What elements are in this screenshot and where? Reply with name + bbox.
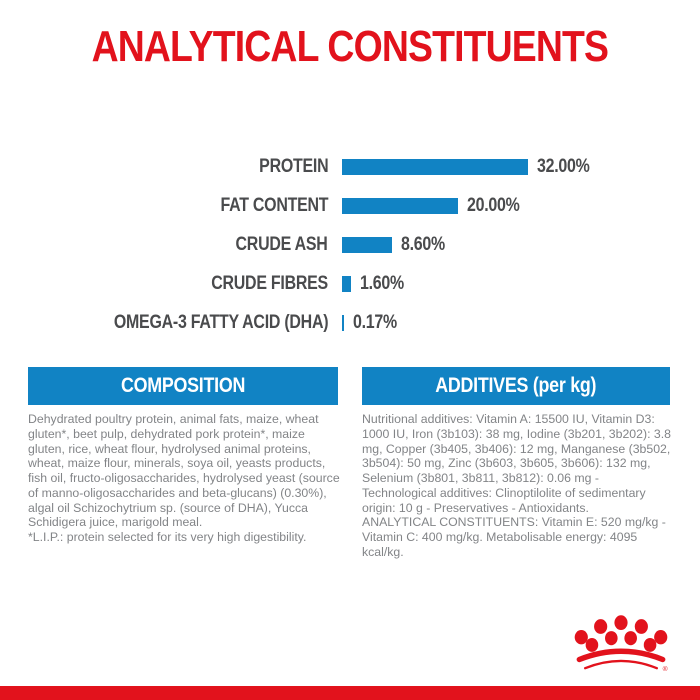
royal-canin-crown-icon: ® bbox=[572, 612, 670, 674]
chart-row: CRUDE FIBRES 1.60% bbox=[0, 273, 700, 294]
additives-header: ADDITIVES (per kg) bbox=[362, 367, 670, 405]
registered-trademark-icon: ® bbox=[663, 665, 668, 673]
analytical-constituents-bar-chart: PROTEIN 32.00% FAT CONTENT 20.00% CRUDE ASH 8… bbox=[0, 156, 700, 351]
chart-row: OMEGA-3 FATTY ACID (DHA) 0.17% bbox=[0, 312, 700, 333]
chart-category-label: CRUDE FIBRES bbox=[211, 272, 328, 294]
chart-row: FAT CONTENT 20.00% bbox=[0, 195, 700, 216]
chart-category-label: FAT CONTENT bbox=[220, 194, 328, 216]
chart-value-label: 8.60% bbox=[401, 233, 445, 255]
chart-value-label: 1.60% bbox=[360, 272, 404, 294]
chart-bar bbox=[342, 197, 458, 214]
composition-footnote: *L.I.P.: protein selected for its very h… bbox=[28, 530, 307, 544]
composition-text: Dehydrated poultry protein, animal fats,… bbox=[28, 412, 342, 545]
chart-bar bbox=[342, 158, 528, 175]
composition-header: COMPOSITION bbox=[28, 367, 338, 405]
additives-text: Nutritional additives: Vitamin A: 15500 … bbox=[362, 412, 674, 560]
chart-value-label: 20.00% bbox=[467, 194, 520, 216]
chart-value-label: 0.17% bbox=[353, 311, 397, 333]
chart-row: CRUDE ASH 8.60% bbox=[0, 234, 700, 255]
page-title: ANALYTICAL CONSTITUENTS bbox=[91, 22, 609, 71]
additives-body: Nutritional additives: Vitamin A: 15500 … bbox=[362, 412, 671, 515]
chart-category-label: OMEGA-3 FATTY ACID (DHA) bbox=[113, 311, 329, 333]
chart-bar bbox=[342, 275, 351, 292]
chart-row: PROTEIN 32.00% bbox=[0, 156, 700, 177]
composition-body: Dehydrated poultry protein, animal fats,… bbox=[28, 412, 340, 530]
chart-category-label: PROTEIN bbox=[258, 155, 328, 177]
bottom-red-bar bbox=[0, 686, 700, 700]
chart-value-label: 32.00% bbox=[537, 155, 590, 177]
additives-analytical: ANALYTICAL CONSTITUENTS: Vitamin E: 520 … bbox=[362, 515, 666, 559]
chart-bar bbox=[342, 314, 344, 331]
chart-category-label: CRUDE ASH bbox=[235, 233, 328, 255]
chart-bar bbox=[342, 236, 392, 253]
